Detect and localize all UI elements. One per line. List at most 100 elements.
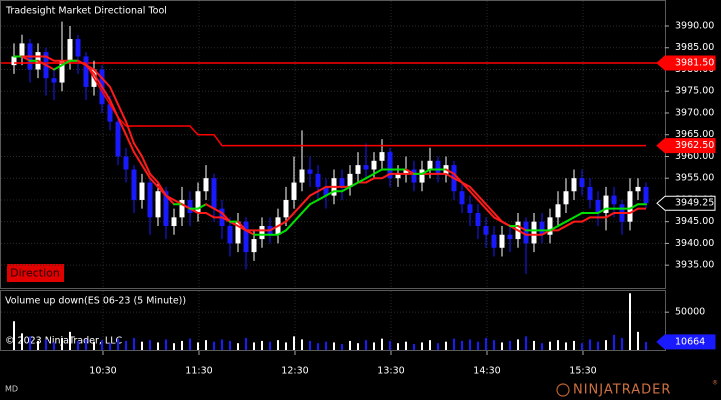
fast-line-segment xyxy=(325,190,335,197)
volume-bar xyxy=(285,342,287,350)
volume-bar xyxy=(205,340,207,350)
volume-tag-box xyxy=(656,334,716,350)
fast-line-segment xyxy=(85,64,95,71)
candle-body xyxy=(595,199,601,213)
volume-bar xyxy=(365,340,367,350)
fast-line-segment xyxy=(349,181,359,188)
candle-body xyxy=(179,199,185,218)
candle-body xyxy=(59,60,65,83)
volume-bar xyxy=(101,340,103,350)
volume-bar xyxy=(573,340,575,350)
volume-bar xyxy=(477,341,479,350)
fast-line-segment xyxy=(501,220,511,228)
fast-line-segment xyxy=(597,207,607,214)
candle-body xyxy=(363,165,369,170)
volume-bar xyxy=(53,342,55,350)
candle-body xyxy=(259,226,265,240)
candle-body xyxy=(19,43,25,57)
y-tick-label: 3985.00 xyxy=(675,42,714,53)
volume-bar xyxy=(421,342,423,350)
candle-body xyxy=(475,212,481,227)
fast-line-segment xyxy=(317,194,327,201)
volume-bar xyxy=(45,339,47,350)
candle-body xyxy=(67,39,73,61)
volume-bar xyxy=(237,343,239,350)
candle-body xyxy=(387,152,393,179)
fast-line-segment xyxy=(117,103,127,123)
candle-body xyxy=(107,104,113,122)
volume-bar xyxy=(453,338,455,350)
volume-bar xyxy=(325,341,327,350)
y-tick-label: 3940.00 xyxy=(675,238,714,249)
x-tick-label: 10:30 xyxy=(89,366,116,377)
fast-line-segment xyxy=(453,172,463,184)
candle-body xyxy=(291,182,297,200)
volume-bar xyxy=(517,339,519,350)
volume-bar xyxy=(621,337,623,350)
fast-line-segment xyxy=(565,216,575,223)
volume-bar xyxy=(181,340,183,350)
fast-line-segment xyxy=(309,198,319,206)
fast-line-segment xyxy=(45,64,55,71)
fast-line-segment xyxy=(197,203,207,210)
candle-body xyxy=(611,195,617,205)
fast-line-segment xyxy=(405,168,415,175)
fast-line-segment xyxy=(445,168,455,175)
fast-line-segment xyxy=(245,229,255,236)
candle-body xyxy=(243,221,249,253)
fast-line-segment xyxy=(109,85,119,106)
candle-body xyxy=(347,173,353,187)
fast-line-segment xyxy=(341,185,351,193)
candle-body xyxy=(371,160,377,170)
fast-line-segment xyxy=(301,203,311,214)
candle-body xyxy=(587,186,593,200)
volume-bar xyxy=(485,337,487,350)
candle-body xyxy=(379,152,385,161)
candle-body xyxy=(547,217,553,235)
volume-bar xyxy=(21,333,23,350)
volume-bar xyxy=(429,340,431,350)
volume-tag: 10664 xyxy=(675,336,705,347)
volume-bar xyxy=(557,340,559,350)
fast-line-segment xyxy=(181,203,191,210)
candle-body xyxy=(171,217,177,227)
candle-body xyxy=(203,178,209,192)
candle-body xyxy=(195,191,201,213)
y-tick-label: 3990.00 xyxy=(675,21,714,32)
volume-title: Volume up down(ES 06-23 (5 Minute)) xyxy=(5,296,186,307)
fast-line-segment xyxy=(61,59,71,67)
candle-body xyxy=(491,234,497,248)
candle-body xyxy=(147,182,153,218)
fast-line-segment xyxy=(237,220,247,232)
volume-bar xyxy=(301,339,303,350)
volume-bar xyxy=(245,337,247,350)
fast-line-segment xyxy=(365,172,375,180)
volume-bar xyxy=(509,340,511,350)
candle-body xyxy=(483,226,489,235)
fast-line-segment xyxy=(221,211,231,223)
volume-bar xyxy=(117,338,119,350)
volume-bar xyxy=(85,339,87,350)
candle-body xyxy=(235,221,241,244)
candle-body xyxy=(211,178,217,209)
volume-bar xyxy=(645,341,647,350)
candle-body xyxy=(571,178,577,192)
x-tick-label: 13:30 xyxy=(377,366,404,377)
candle-body xyxy=(187,199,193,213)
volume-bar xyxy=(549,341,551,350)
fast-line-segment xyxy=(149,172,159,184)
volume-bar xyxy=(221,339,223,350)
volume-bar xyxy=(413,343,415,350)
candle-body xyxy=(283,199,289,218)
candle-body xyxy=(83,56,89,87)
fast-line-segment xyxy=(421,168,431,175)
fast-line-segment xyxy=(141,155,151,175)
candle-body xyxy=(555,204,561,218)
volume-bar xyxy=(389,340,391,350)
candle-body xyxy=(427,160,433,170)
fast-line-segment xyxy=(101,77,111,88)
price-tag-box xyxy=(656,195,716,211)
volume-bar xyxy=(493,340,495,350)
